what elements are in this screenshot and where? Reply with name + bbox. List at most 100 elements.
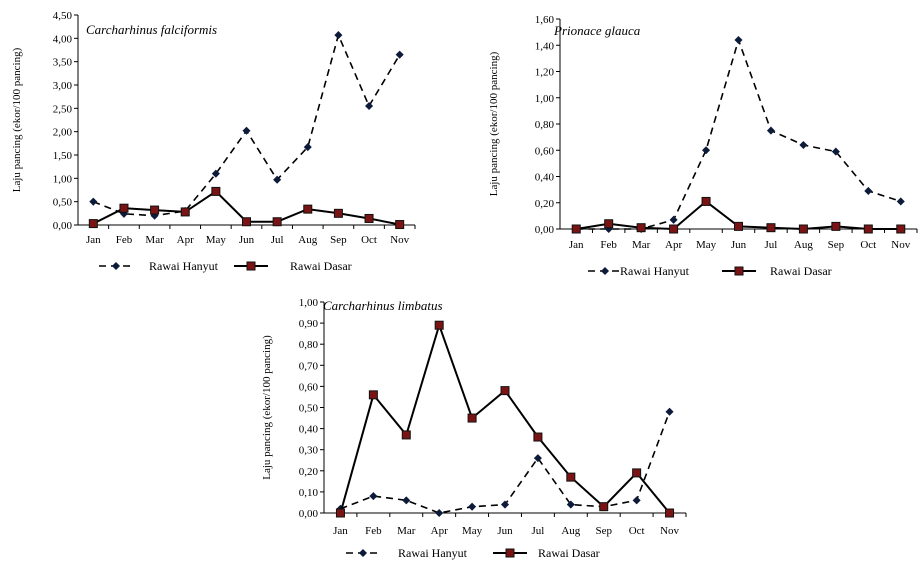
legend-marker-rawai-hanyut <box>358 548 368 558</box>
data-point-rawai-dasar <box>401 430 411 440</box>
y-tick-label: 0,40 <box>299 424 319 436</box>
series-line-rawai-hanyut <box>340 411 671 514</box>
x-tick-label: Mar <box>145 234 164 246</box>
chart-title: Carcharhinus limbatus <box>323 298 443 313</box>
data-point-rawai-dasar <box>368 390 378 400</box>
y-axis-title: Laju pancing (ekor/100 pancing) <box>488 51 500 196</box>
x-tick-label: Nov <box>891 239 910 251</box>
data-point-rawai-dasar <box>831 221 841 231</box>
data-point-rawai-dasar <box>395 220 405 230</box>
data-point-rawai-hanyut <box>211 169 220 178</box>
legend-label-rawai-dasar: Rawai Dasar <box>770 264 832 278</box>
legend-marker-rawai-hanyut <box>111 261 121 271</box>
y-tick-label: 0,80 <box>535 119 555 131</box>
x-tick-label: Aug <box>794 239 813 251</box>
x-tick-label: Jul <box>271 234 284 246</box>
data-point-rawai-dasar <box>242 217 251 227</box>
data-point-rawai-dasar <box>500 386 510 396</box>
data-point-rawai-dasar <box>632 468 642 478</box>
data-point-rawai-dasar <box>434 320 444 330</box>
x-tick-label: Oct <box>361 234 377 246</box>
data-point-rawai-hanyut <box>365 101 374 111</box>
y-tick-label: 2,50 <box>53 103 73 115</box>
legend-label-rawai-dasar: Rawai Dasar <box>290 259 352 273</box>
series-line-rawai-hanyut <box>576 37 902 230</box>
data-point-rawai-dasar <box>734 221 743 231</box>
x-tick-label: Oct <box>860 239 876 251</box>
y-tick-label: 2,00 <box>53 127 73 139</box>
y-tick-label: 1,00 <box>535 93 555 105</box>
y-tick-label: 4,00 <box>53 33 73 45</box>
y-tick-label: 0,90 <box>299 318 319 330</box>
x-tick-label: Oct <box>629 525 645 537</box>
data-point-rawai-hanyut <box>303 143 312 152</box>
y-tick-label: 4,50 <box>53 10 73 22</box>
y-tick-label: 3,50 <box>53 57 73 69</box>
data-point-rawai-dasar <box>333 208 343 218</box>
data-point-rawai-hanyut <box>734 35 743 45</box>
x-tick-label: Jan <box>86 234 101 246</box>
data-point-rawai-dasar <box>272 217 282 227</box>
y-tick-label: 0,60 <box>299 381 319 393</box>
x-tick-label: Jun <box>731 239 747 251</box>
legend-label-rawai-dasar: Rawai Dasar <box>538 546 600 560</box>
legend-marker-rawai-dasar <box>246 261 256 271</box>
data-point-rawai-dasar <box>533 432 543 442</box>
data-point-rawai-dasar <box>669 224 679 234</box>
x-tick-label: Sep <box>595 525 612 537</box>
y-tick-label: 0,20 <box>299 466 319 478</box>
y-tick-label: 0,60 <box>535 145 555 157</box>
data-point-rawai-hanyut <box>665 407 674 416</box>
x-tick-label: Feb <box>600 239 617 251</box>
data-point-rawai-dasar <box>364 213 374 223</box>
chart-panel-2: 0,00 0,20 0,40 0,60 0,80 1,00 1,20 1,40 1,60 Jan F… <box>488 14 918 278</box>
y-tick-label: 1,60 <box>535 14 555 26</box>
data-point-rawai-hanyut <box>766 126 775 135</box>
data-point-rawai-dasar <box>863 224 873 234</box>
x-tick-label: Nov <box>660 525 679 537</box>
x-tick-label: Aug <box>561 525 580 537</box>
y-tick-label: 0,10 <box>299 487 319 499</box>
data-point-rawai-hanyut <box>242 126 251 135</box>
data-point-rawai-hanyut <box>702 146 711 155</box>
x-tick-label: Jun <box>497 525 513 537</box>
data-point-rawai-dasar <box>566 472 576 482</box>
x-tick-label: Jul <box>531 525 544 537</box>
data-point-rawai-dasar <box>150 205 160 215</box>
data-point-rawai-hanyut <box>864 186 873 195</box>
x-tick-label: Apr <box>177 234 194 246</box>
chart-title: Prionace glauca <box>553 23 641 38</box>
y-axis-title: Laju pancing (ekor/100 pancing) <box>11 47 23 192</box>
x-tick-label: Feb <box>116 234 133 246</box>
data-point-rawai-dasar <box>571 224 581 234</box>
data-point-rawai-dasar <box>636 223 646 233</box>
data-point-rawai-dasar <box>88 219 98 229</box>
x-tick-label: Jan <box>569 239 584 251</box>
y-tick-label: 0,00 <box>53 220 73 232</box>
x-tick-label: Sep <box>330 234 347 246</box>
data-point-rawai-hanyut <box>273 175 282 184</box>
data-point-rawai-dasar <box>766 223 776 233</box>
y-tick-label: 1,50 <box>53 150 73 162</box>
x-tick-label: Jun <box>239 234 255 246</box>
data-point-rawai-hanyut <box>533 454 542 463</box>
x-tick-label: Jan <box>333 525 348 537</box>
data-point-rawai-dasar <box>335 508 345 518</box>
legend-marker-rawai-hanyut <box>600 266 610 276</box>
y-tick-label: 0,70 <box>299 360 319 372</box>
y-tick-label: 1,20 <box>535 67 555 79</box>
series-line-rawai-dasar <box>339 321 671 514</box>
y-tick-label: 1,00 <box>299 297 319 309</box>
x-tick-label: Feb <box>365 525 382 537</box>
data-point-rawai-hanyut <box>369 492 378 501</box>
data-point-rawai-hanyut <box>669 215 678 224</box>
data-point-rawai-hanyut <box>566 500 575 509</box>
data-point-rawai-dasar <box>119 203 129 213</box>
x-tick-label: May <box>696 239 717 251</box>
series-line-rawai-hanyut <box>93 32 401 217</box>
data-point-rawai-dasar <box>604 219 614 229</box>
x-tick-label: May <box>206 234 227 246</box>
y-tick-label: 1,40 <box>535 40 555 52</box>
x-tick-label: Aug <box>298 234 317 246</box>
